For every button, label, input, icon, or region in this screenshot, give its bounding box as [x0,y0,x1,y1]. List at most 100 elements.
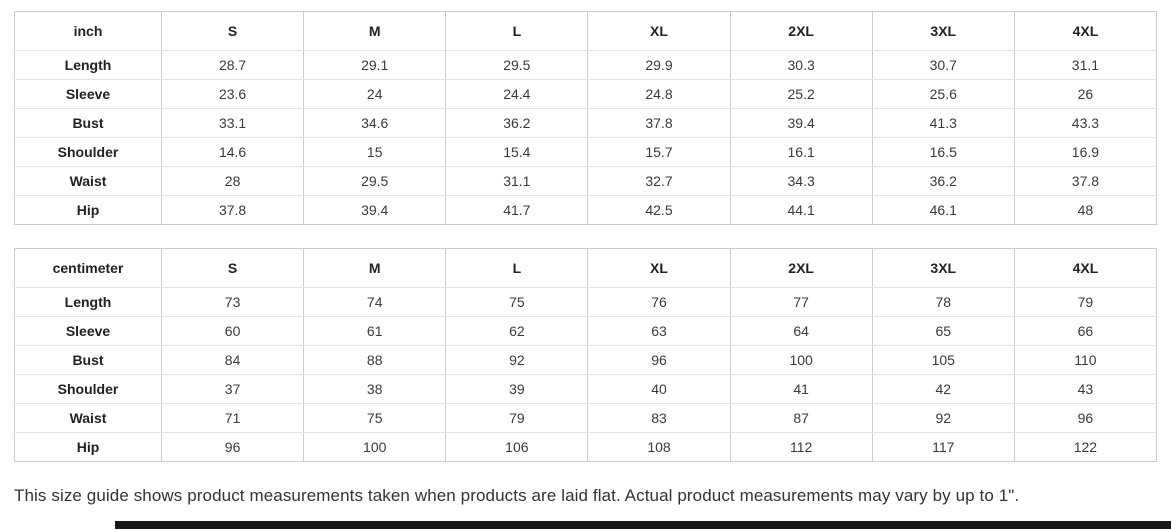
measurement-row: Sleeve 23.6 24 24.4 24.8 25.2 25.6 26 [14,79,1158,109]
measurement-value-cell: 100 [729,345,873,375]
measurement-value-cell: 25.2 [729,79,873,109]
measurement-value-cell: 30.3 [729,50,873,80]
measurement-row-label: Waist [14,166,162,196]
measurement-row: Length 28.7 29.1 29.5 29.9 30.3 30.7 31.1 [14,50,1158,80]
size-column-header: XL [587,248,731,288]
measurement-value-cell: 100 [303,432,447,462]
measurement-value-cell: 43.3 [1013,108,1158,138]
measurement-row-label: Shoulder [14,374,162,404]
measurement-value-cell: 76 [587,287,731,317]
measurement-value-cell: 15 [303,137,447,167]
measurement-value-cell: 16.5 [871,137,1015,167]
measurement-row: Waist 71 75 79 83 87 92 96 [14,403,1158,433]
measurement-row-label: Sleeve [14,316,162,346]
measurement-value-cell: 79 [1013,287,1158,317]
measurement-row: Shoulder 37 38 39 40 41 42 43 [14,374,1158,404]
measurement-row-label: Shoulder [14,137,162,167]
measurement-value-cell: 29.1 [303,50,447,80]
measurement-row-label: Hip [14,432,162,462]
size-column-header: 3XL [871,248,1015,288]
measurement-value-cell: 26 [1013,79,1158,109]
measurement-value-cell: 32.7 [587,166,731,196]
measurement-value-cell: 40 [587,374,731,404]
measurement-value-cell: 41 [729,374,873,404]
measurement-value-cell: 39.4 [729,108,873,138]
measurement-value-cell: 87 [729,403,873,433]
measurement-value-cell: 37.8 [1013,166,1158,196]
measurement-value-cell: 122 [1013,432,1158,462]
size-column-header: 2XL [729,248,873,288]
measurement-value-cell: 75 [303,403,447,433]
size-column-header: S [160,248,305,288]
size-column-header: XL [587,11,731,51]
measurement-value-cell: 112 [729,432,873,462]
measurement-row-label: Bust [14,345,162,375]
measurement-value-cell: 75 [445,287,589,317]
measurement-value-cell: 64 [729,316,873,346]
measurement-value-cell: 63 [587,316,731,346]
measurement-value-cell: 43 [1013,374,1158,404]
size-table-header-row: inch S M L XL 2XL 3XL 4XL [14,11,1158,51]
measurement-row-label: Waist [14,403,162,433]
measurement-value-cell: 110 [1013,345,1158,375]
measurement-value-cell: 29.5 [303,166,447,196]
measurement-value-cell: 46.1 [871,195,1015,225]
measurement-row-label: Length [14,50,162,80]
size-column-header: L [445,11,589,51]
measurement-value-cell: 106 [445,432,589,462]
size-table-centimeter: centimeter S M L XL 2XL 3XL 4XL Length 73 74 75 76 77… [14,248,1158,462]
measurement-value-cell: 61 [303,316,447,346]
measurement-value-cell: 14.6 [160,137,305,167]
measurement-value-cell: 33.1 [160,108,305,138]
measurement-value-cell: 79 [445,403,589,433]
size-column-header: 4XL [1013,11,1158,51]
measurement-value-cell: 37 [160,374,305,404]
measurement-value-cell: 96 [160,432,305,462]
measurement-row: Bust 84 88 92 96 100 105 110 [14,345,1158,375]
measurement-value-cell: 71 [160,403,305,433]
size-guide-tables: inch S M L XL 2XL 3XL 4XL Length 28.7 29.1 29.5 29.9… [14,11,1158,462]
measurement-row: Bust 33.1 34.6 36.2 37.8 39.4 41.3 43.3 [14,108,1158,138]
measurement-value-cell: 42.5 [587,195,731,225]
measurement-value-cell: 62 [445,316,589,346]
size-column-header: S [160,11,305,51]
measurement-value-cell: 60 [160,316,305,346]
measurement-value-cell: 41.7 [445,195,589,225]
measurement-row: Shoulder 14.6 15 15.4 15.7 16.1 16.5 16.9 [14,137,1158,167]
unit-header: inch [14,11,162,51]
measurement-value-cell: 65 [871,316,1015,346]
measurement-value-cell: 92 [445,345,589,375]
measurement-value-cell: 73 [160,287,305,317]
measurement-value-cell: 78 [871,287,1015,317]
unit-header: centimeter [14,248,162,288]
measurement-value-cell: 15.4 [445,137,589,167]
measurement-value-cell: 16.9 [1013,137,1158,167]
size-table-header-row: centimeter S M L XL 2XL 3XL 4XL [14,248,1158,288]
measurement-value-cell: 31.1 [1013,50,1158,80]
measurement-value-cell: 105 [871,345,1015,375]
measurement-value-cell: 48 [1013,195,1158,225]
measurement-value-cell: 39.4 [303,195,447,225]
measurement-value-cell: 37.8 [587,108,731,138]
measurement-value-cell: 24.8 [587,79,731,109]
measurement-value-cell: 41.3 [871,108,1015,138]
measurement-value-cell: 42 [871,374,1015,404]
measurement-value-cell: 24 [303,79,447,109]
measurement-value-cell: 25.6 [871,79,1015,109]
measurement-value-cell: 30.7 [871,50,1015,80]
measurement-row-label: Length [14,287,162,317]
measurement-value-cell: 83 [587,403,731,433]
measurement-value-cell: 117 [871,432,1015,462]
measurement-value-cell: 37.8 [160,195,305,225]
measurement-value-cell: 29.5 [445,50,589,80]
measurement-value-cell: 44.1 [729,195,873,225]
measurement-value-cell: 16.1 [729,137,873,167]
measurement-value-cell: 28 [160,166,305,196]
measurement-row-label: Hip [14,195,162,225]
bottom-partial-element-bar [115,521,1171,529]
measurement-value-cell: 24.4 [445,79,589,109]
measurement-row: Length 73 74 75 76 77 78 79 [14,287,1158,317]
measurement-value-cell: 36.2 [445,108,589,138]
measurement-value-cell: 77 [729,287,873,317]
